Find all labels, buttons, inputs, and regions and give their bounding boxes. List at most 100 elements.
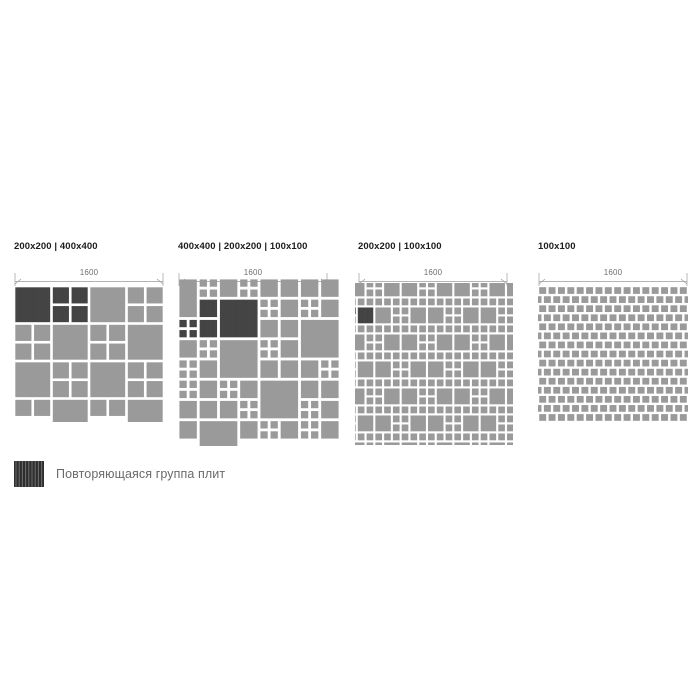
tile [507, 388, 513, 405]
tile [647, 296, 654, 303]
tile [250, 400, 258, 409]
tile [632, 359, 640, 367]
tile [507, 361, 513, 369]
tile [401, 370, 409, 378]
tile [445, 424, 453, 432]
tile [661, 305, 669, 313]
tile [656, 314, 664, 322]
tile [384, 388, 400, 405]
tile [581, 314, 589, 322]
tile [567, 323, 575, 331]
tile [557, 414, 565, 421]
tile [471, 352, 479, 360]
tile [572, 296, 579, 303]
tile [410, 325, 418, 333]
tile [637, 368, 645, 376]
tile [90, 362, 126, 398]
tile [562, 314, 570, 322]
tile [623, 323, 631, 331]
tile [436, 379, 444, 387]
tile [553, 368, 561, 376]
tile [209, 340, 218, 348]
tile [614, 341, 622, 349]
tile [665, 332, 673, 340]
tile-pattern-mixed-400-200 [15, 287, 163, 422]
tile [260, 380, 299, 419]
tile [684, 368, 688, 376]
tile [679, 287, 687, 294]
tile [436, 406, 444, 414]
tile [454, 370, 462, 378]
tile [675, 314, 683, 322]
tile [623, 359, 631, 367]
tile [647, 405, 654, 412]
tile [507, 415, 513, 423]
tile [632, 287, 640, 294]
tile [548, 395, 556, 403]
tile [590, 296, 598, 303]
tile [507, 406, 513, 414]
tile [34, 399, 51, 416]
tile [355, 406, 356, 414]
tile [375, 442, 383, 445]
tile [270, 421, 278, 429]
tile [651, 359, 659, 367]
tile [539, 377, 547, 385]
dimension-label: 1600 [79, 268, 99, 277]
tile [628, 296, 636, 303]
tile [628, 368, 636, 376]
tile [454, 307, 462, 315]
tile [498, 424, 505, 432]
tile [90, 287, 126, 323]
tile [109, 399, 126, 416]
tile [15, 362, 51, 398]
tile [595, 395, 603, 403]
tile [375, 352, 383, 360]
tile [219, 390, 228, 399]
tile [538, 332, 542, 340]
tile [127, 287, 144, 304]
tile [454, 379, 462, 387]
tile [489, 334, 505, 351]
tile [300, 400, 309, 409]
tile [614, 323, 622, 331]
tile [543, 368, 551, 376]
repeating-group-swatch [14, 461, 44, 487]
tile [480, 442, 488, 445]
tile-highlighted [71, 287, 88, 304]
tile [656, 368, 664, 376]
legend: Повторяющаяся группа плит [14, 461, 225, 487]
dimension-line: 1600 [14, 268, 164, 286]
tile [600, 350, 608, 358]
tile [410, 298, 418, 306]
tile [538, 368, 542, 376]
tile [480, 298, 488, 306]
tile [498, 406, 505, 414]
tile [52, 324, 88, 360]
tile [357, 379, 365, 387]
tile [366, 298, 374, 306]
tile [179, 340, 197, 358]
tile [498, 361, 505, 369]
tile [595, 323, 603, 331]
tile [628, 386, 636, 394]
tile [665, 386, 673, 394]
tile [321, 360, 329, 368]
tile [670, 287, 678, 294]
tile [647, 368, 654, 376]
tile [384, 352, 391, 360]
tile [623, 395, 631, 403]
tile-highlighted [15, 287, 51, 323]
tile [240, 411, 248, 419]
tile [590, 405, 598, 412]
tile [366, 397, 374, 405]
tile [590, 350, 598, 358]
tile [498, 325, 505, 333]
tile [375, 397, 383, 405]
tile [357, 352, 365, 360]
tile [656, 332, 664, 340]
tile [665, 368, 673, 376]
tile [445, 370, 453, 378]
tile [436, 433, 444, 441]
tile [576, 359, 584, 367]
